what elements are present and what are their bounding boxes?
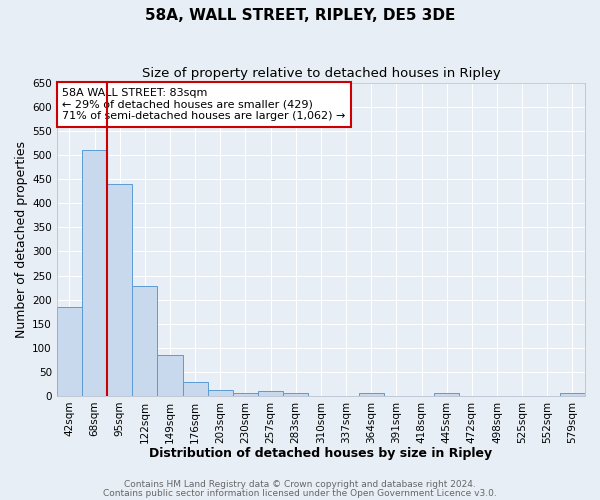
Bar xyxy=(157,356,182,396)
Y-axis label: Number of detached properties: Number of detached properties xyxy=(15,141,28,338)
Bar xyxy=(359,394,384,396)
Bar xyxy=(132,286,157,396)
X-axis label: Distribution of detached houses by size in Ripley: Distribution of detached houses by size … xyxy=(149,447,493,460)
Bar xyxy=(283,394,308,396)
Bar xyxy=(258,391,283,396)
Bar xyxy=(82,150,107,396)
Text: 58A WALL STREET: 83sqm
← 29% of detached houses are smaller (429)
71% of semi-de: 58A WALL STREET: 83sqm ← 29% of detached… xyxy=(62,88,346,121)
Text: 58A, WALL STREET, RIPLEY, DE5 3DE: 58A, WALL STREET, RIPLEY, DE5 3DE xyxy=(145,8,455,22)
Bar xyxy=(560,394,585,396)
Bar xyxy=(233,394,258,396)
Bar xyxy=(107,184,132,396)
Text: Contains public sector information licensed under the Open Government Licence v3: Contains public sector information licen… xyxy=(103,488,497,498)
Text: Contains HM Land Registry data © Crown copyright and database right 2024.: Contains HM Land Registry data © Crown c… xyxy=(124,480,476,489)
Bar xyxy=(182,382,208,396)
Bar xyxy=(208,390,233,396)
Bar xyxy=(434,394,459,396)
Bar xyxy=(57,307,82,396)
Title: Size of property relative to detached houses in Ripley: Size of property relative to detached ho… xyxy=(142,68,500,80)
